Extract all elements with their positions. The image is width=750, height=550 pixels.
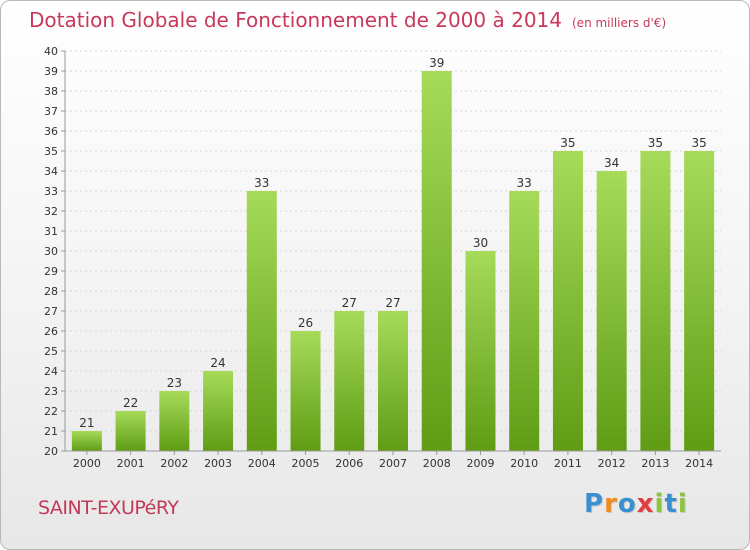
logo-letter: i xyxy=(654,489,665,519)
y-tick-label: 39 xyxy=(44,65,58,78)
x-tick-label: 2004 xyxy=(248,457,276,470)
x-tick-label: 2005 xyxy=(292,457,320,470)
data-label: 22 xyxy=(123,396,138,410)
logo-letter: r xyxy=(604,489,618,519)
x-tick-label: 2013 xyxy=(641,457,669,470)
data-label: 35 xyxy=(648,136,663,150)
data-label: 34 xyxy=(604,156,619,170)
data-label: 27 xyxy=(342,296,357,310)
logo-letter: t xyxy=(664,489,678,519)
bar xyxy=(115,411,146,451)
logo-letter: o xyxy=(617,489,637,519)
y-tick-label: 37 xyxy=(44,105,58,118)
data-label: 33 xyxy=(254,176,269,190)
y-tick-label: 29 xyxy=(44,265,58,278)
bar xyxy=(246,191,277,451)
data-label: 35 xyxy=(691,136,706,150)
y-tick-label: 33 xyxy=(44,185,58,198)
x-tick-label: 2008 xyxy=(423,457,451,470)
bar xyxy=(290,331,321,451)
x-tick-label: 2006 xyxy=(335,457,363,470)
data-label: 27 xyxy=(385,296,400,310)
x-tick-label: 2009 xyxy=(466,457,494,470)
y-tick-label: 26 xyxy=(44,325,58,338)
data-label: 33 xyxy=(517,176,532,190)
chart-subtitle: (en milliers d'€) xyxy=(572,16,667,30)
logo-letter: P xyxy=(584,489,605,519)
x-tick-label: 2000 xyxy=(73,457,101,470)
y-tick-label: 31 xyxy=(44,225,58,238)
logo-letter: x xyxy=(636,489,655,519)
x-tick-label: 2003 xyxy=(204,457,232,470)
y-tick-label: 36 xyxy=(44,125,58,138)
title-row: Dotation Globale de Fonctionnement de 20… xyxy=(29,8,666,32)
y-tick-label: 40 xyxy=(44,45,58,58)
data-label: 24 xyxy=(210,356,225,370)
y-tick-label: 30 xyxy=(44,245,58,258)
y-tick-label: 22 xyxy=(44,405,58,418)
data-label: 23 xyxy=(167,376,182,390)
x-tick-label: 2002 xyxy=(160,457,188,470)
x-tick-label: 2014 xyxy=(685,457,713,470)
commune-name: SAINT-EXUPéRY xyxy=(38,497,179,519)
bar xyxy=(203,371,234,451)
bars: 21 22 23 24 33 26 27 27 39 30 33 35 34 35 35 xyxy=(71,56,715,451)
bar xyxy=(378,311,408,451)
proxiti-logo: Proxiti xyxy=(584,489,688,519)
data-label: 26 xyxy=(298,316,313,330)
y-tick-label: 27 xyxy=(44,305,58,318)
y-tick-label: 20 xyxy=(44,445,58,458)
data-label: 30 xyxy=(473,236,488,250)
x-tick-label: 2010 xyxy=(510,457,538,470)
bar xyxy=(684,151,715,451)
bar xyxy=(421,71,452,451)
y-tick-label: 23 xyxy=(44,385,58,398)
bar xyxy=(640,151,671,451)
data-label: 39 xyxy=(429,56,444,70)
data-label: 35 xyxy=(560,136,575,150)
bar xyxy=(159,391,190,451)
y-tick-label: 34 xyxy=(44,165,58,178)
y-tick-label: 21 xyxy=(44,425,58,438)
logo-letter: i xyxy=(677,489,688,519)
bar xyxy=(71,431,102,451)
axes: 20 21 22 23 24 25 26 27 28 29 30 31 32 33 34 35 36 37 38 39… xyxy=(44,45,721,470)
x-tick-label: 2001 xyxy=(117,457,145,470)
y-tick-label: 35 xyxy=(44,145,58,158)
y-tick-label: 25 xyxy=(44,345,58,358)
bar xyxy=(509,191,540,451)
y-tick-label: 32 xyxy=(44,205,58,218)
bar xyxy=(552,151,583,451)
x-tick-label: 2012 xyxy=(598,457,626,470)
x-tick-label: 2007 xyxy=(379,457,407,470)
bar xyxy=(465,251,496,451)
data-label: 21 xyxy=(79,416,94,430)
bar xyxy=(596,171,627,451)
y-tick-label: 24 xyxy=(44,365,58,378)
y-tick-label: 28 xyxy=(44,285,58,298)
bar xyxy=(334,311,365,451)
chart-title: Dotation Globale de Fonctionnement de 20… xyxy=(29,8,562,32)
y-tick-label: 38 xyxy=(44,85,58,98)
x-tick-label: 2011 xyxy=(554,457,582,470)
